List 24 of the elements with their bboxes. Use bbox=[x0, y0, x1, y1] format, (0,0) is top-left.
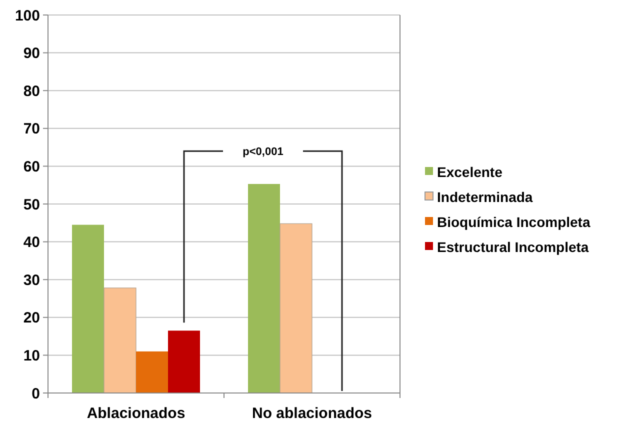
annotation: p<0,001 bbox=[242, 146, 284, 158]
y-tick-label: 90 bbox=[23, 45, 40, 62]
x-tick-label: No ablacionados bbox=[252, 405, 372, 422]
y-tick-label: 20 bbox=[23, 310, 40, 327]
legend-label: Bioquímica Incompleta bbox=[437, 214, 590, 230]
bar bbox=[136, 351, 168, 393]
y-tick-label: 10 bbox=[23, 347, 40, 364]
bar bbox=[104, 288, 136, 394]
y-tick-label: 0 bbox=[32, 385, 40, 402]
x-tick-label: Ablacionados bbox=[86, 405, 186, 422]
y-tick-label: 70 bbox=[23, 120, 40, 138]
y-tick-label: 100 bbox=[14, 7, 40, 24]
y-tick-label: 80 bbox=[23, 82, 40, 100]
bar bbox=[168, 330, 200, 393]
y-tick-label: 40 bbox=[23, 234, 40, 252]
legend-label: Estructural Incompleta bbox=[437, 238, 589, 255]
y-tick-label: 30 bbox=[23, 272, 40, 289]
y-tick-label: 60 bbox=[23, 158, 40, 176]
y-tick-label: 50 bbox=[23, 196, 40, 214]
bar bbox=[248, 184, 280, 393]
bar bbox=[72, 224, 104, 393]
bar bbox=[280, 223, 312, 394]
legend-label: Indeterminada bbox=[437, 188, 533, 205]
legend-label: Excelente bbox=[437, 164, 503, 180]
